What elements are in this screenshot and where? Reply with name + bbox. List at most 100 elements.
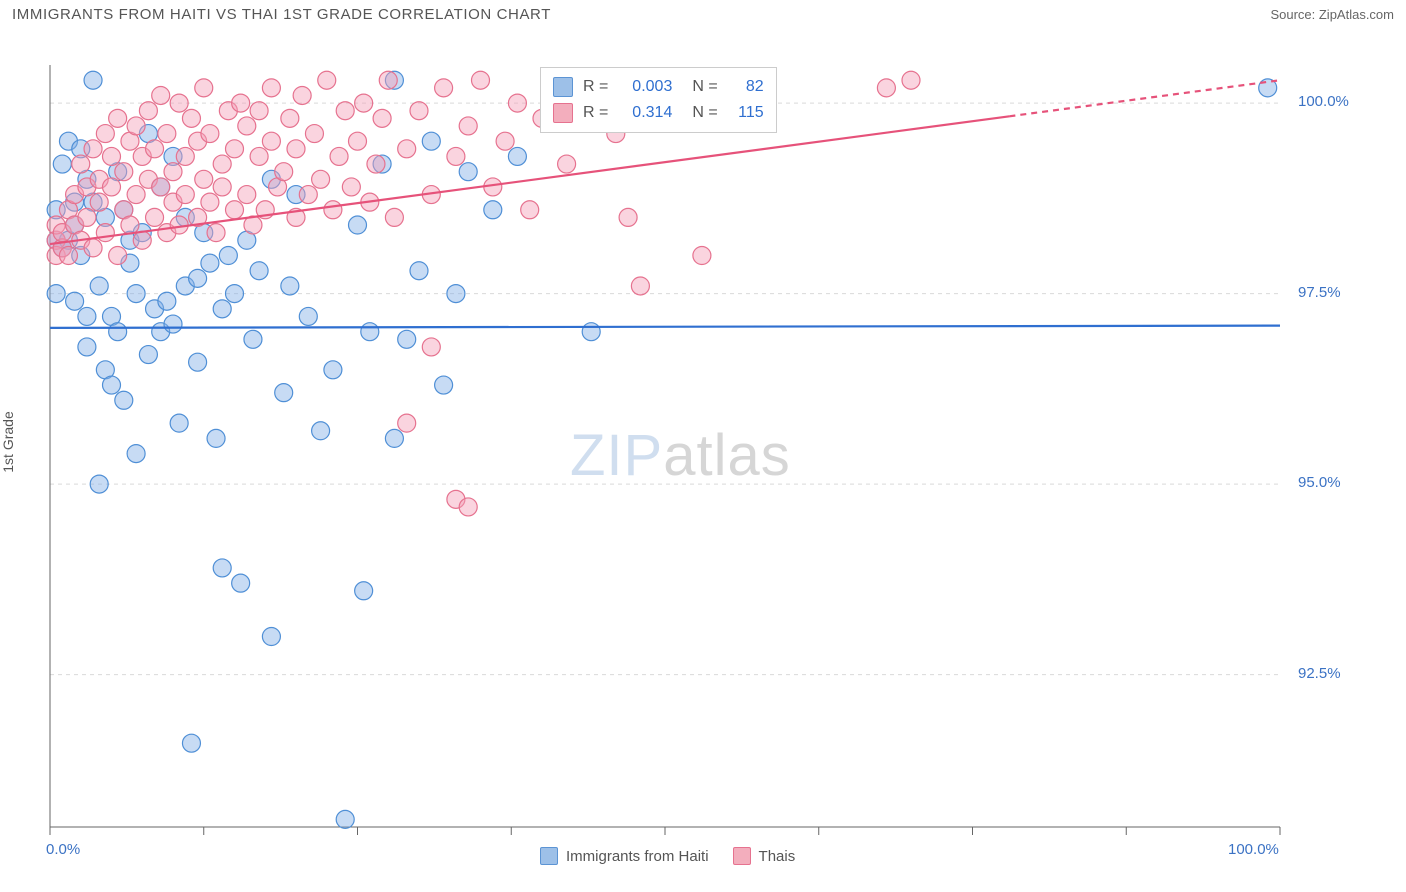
stat-n-value: 115 bbox=[728, 100, 764, 126]
scatter-point bbox=[250, 262, 268, 280]
scatter-point bbox=[373, 109, 391, 127]
scatter-point bbox=[410, 102, 428, 120]
scatter-point bbox=[103, 178, 121, 196]
scatter-point bbox=[115, 163, 133, 181]
scatter-point bbox=[207, 429, 225, 447]
scatter-point bbox=[146, 140, 164, 158]
scatter-point bbox=[96, 125, 114, 143]
scatter-point bbox=[226, 285, 244, 303]
scatter-point bbox=[213, 178, 231, 196]
scatter-point bbox=[84, 239, 102, 257]
scatter-point bbox=[435, 79, 453, 97]
trend-line bbox=[50, 326, 1280, 328]
scatter-point bbox=[355, 582, 373, 600]
scatter-point bbox=[103, 376, 121, 394]
scatter-point bbox=[139, 102, 157, 120]
scatter-point bbox=[693, 247, 711, 265]
scatter-point bbox=[496, 132, 514, 150]
scatter-point bbox=[219, 247, 237, 265]
scatter-point bbox=[459, 498, 477, 516]
scatter-point bbox=[109, 247, 127, 265]
correlation-stat-box: R =0.003N =82R = 0.314 N = 115 bbox=[540, 67, 777, 133]
scatter-point bbox=[182, 734, 200, 752]
legend-bottom: Immigrants from Haiti Thais bbox=[540, 847, 795, 865]
scatter-point bbox=[176, 186, 194, 204]
scatter-point bbox=[96, 224, 114, 242]
scatter-point bbox=[127, 445, 145, 463]
scatter-point bbox=[324, 361, 342, 379]
scatter-point bbox=[195, 170, 213, 188]
scatter-point bbox=[349, 216, 367, 234]
scatter-point bbox=[582, 323, 600, 341]
scatter-point bbox=[410, 262, 428, 280]
scatter-point bbox=[53, 155, 71, 173]
scatter-point bbox=[262, 628, 280, 646]
scatter-point bbox=[398, 140, 416, 158]
scatter-point bbox=[361, 323, 379, 341]
y-axis-label: 1st Grade bbox=[0, 411, 16, 472]
scatter-point bbox=[312, 170, 330, 188]
scatter-point bbox=[78, 307, 96, 325]
scatter-point bbox=[385, 208, 403, 226]
scatter-point bbox=[447, 285, 465, 303]
scatter-point bbox=[121, 216, 139, 234]
scatter-point bbox=[232, 94, 250, 112]
scatter-point bbox=[877, 79, 895, 97]
stat-r-value: 0.314 bbox=[618, 100, 672, 126]
scatter-point bbox=[78, 208, 96, 226]
scatter-point bbox=[139, 346, 157, 364]
scatter-point bbox=[176, 147, 194, 165]
scatter-point bbox=[472, 71, 490, 89]
scatter-point bbox=[447, 147, 465, 165]
scatter-point bbox=[146, 208, 164, 226]
y-tick-label: 97.5% bbox=[1298, 284, 1341, 301]
scatter-point bbox=[422, 338, 440, 356]
legend-swatch bbox=[540, 847, 558, 865]
scatter-point bbox=[281, 277, 299, 295]
stat-r-label: R = bbox=[583, 74, 608, 100]
scatter-point bbox=[281, 109, 299, 127]
scatter-point bbox=[262, 132, 280, 150]
scatter-point bbox=[109, 109, 127, 127]
scatter-point bbox=[90, 475, 108, 493]
scatter-point bbox=[84, 140, 102, 158]
scatter-point bbox=[355, 94, 373, 112]
scatter-point bbox=[201, 125, 219, 143]
scatter-point bbox=[558, 155, 576, 173]
scatter-point bbox=[170, 94, 188, 112]
scatter-point bbox=[189, 353, 207, 371]
trend-line-extrapolated bbox=[1009, 80, 1280, 116]
stat-row: R =0.314N =115 bbox=[553, 100, 764, 126]
scatter-point bbox=[619, 208, 637, 226]
scatter-point bbox=[330, 147, 348, 165]
scatter-point bbox=[244, 330, 262, 348]
scatter-point bbox=[336, 810, 354, 828]
stat-n-label: N = bbox=[692, 100, 717, 126]
scatter-point bbox=[158, 125, 176, 143]
scatter-point bbox=[250, 102, 268, 120]
scatter-point bbox=[127, 285, 145, 303]
legend-swatch bbox=[733, 847, 751, 865]
scatter-point bbox=[152, 178, 170, 196]
scatter-point bbox=[367, 155, 385, 173]
scatter-point bbox=[213, 559, 231, 577]
scatter-point bbox=[90, 277, 108, 295]
scatter-point bbox=[299, 186, 317, 204]
scatter-point bbox=[508, 94, 526, 112]
scatter-point bbox=[115, 391, 133, 409]
legend-label: Thais bbox=[759, 848, 796, 865]
scatter-point bbox=[195, 79, 213, 97]
scatter-point bbox=[262, 79, 280, 97]
stat-swatch bbox=[553, 103, 573, 123]
scatter-point bbox=[72, 155, 90, 173]
scatter-point bbox=[250, 147, 268, 165]
stat-n-value: 82 bbox=[728, 74, 764, 100]
source-name: ZipAtlas.com bbox=[1319, 7, 1394, 22]
scatter-point bbox=[213, 300, 231, 318]
stat-row: R =0.003N =82 bbox=[553, 74, 764, 100]
scatter-point bbox=[152, 86, 170, 104]
scatter-point bbox=[127, 186, 145, 204]
legend-label: Immigrants from Haiti bbox=[566, 848, 709, 865]
legend-item: Thais bbox=[733, 847, 796, 865]
x-tick-label: 0.0% bbox=[46, 841, 80, 858]
